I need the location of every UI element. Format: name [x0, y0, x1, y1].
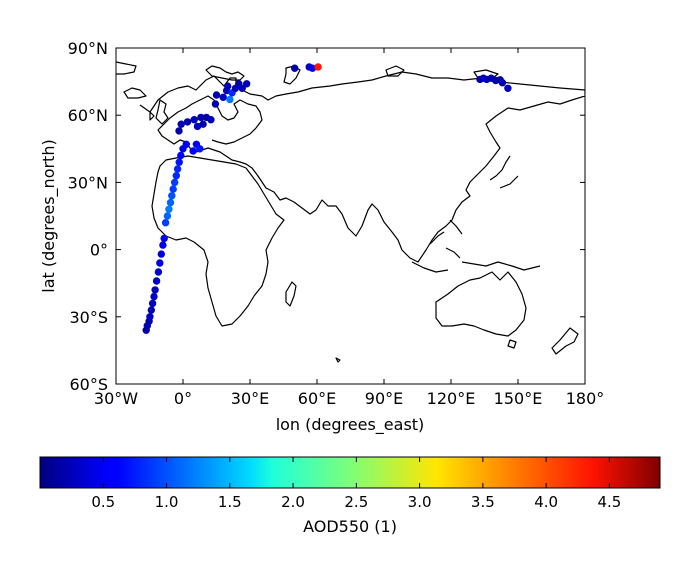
scatter-point [169, 185, 177, 193]
scatter-point [291, 64, 299, 72]
colorbar-tick-label: 3.5 [471, 493, 495, 511]
y-tick-label: 30°S [69, 308, 108, 327]
coastline-tasmania [507, 339, 517, 349]
scatter-point [177, 120, 185, 128]
scatter-point [147, 306, 156, 314]
x-tick-label: 30°E [231, 389, 269, 408]
scatter-point [152, 277, 161, 285]
scatter-point [148, 299, 157, 308]
y-tick-label: 90°N [68, 39, 108, 58]
scatter-point [219, 93, 227, 102]
scatter-point [172, 172, 181, 180]
scatter-point [161, 219, 170, 227]
scatter-point [190, 115, 198, 124]
colorbar-label: AOD550 (1) [303, 517, 397, 536]
y-axis-label: lat (degrees_north) [39, 139, 59, 292]
y-tick-label: 0° [90, 241, 108, 260]
coastline-indonesia [411, 219, 541, 273]
scatter-point [207, 115, 215, 124]
scatter-point [224, 82, 232, 90]
x-tick-label: 30°W [94, 389, 138, 408]
coastline-iceland [123, 87, 147, 99]
x-tick-label: 120°E [427, 389, 476, 408]
plot-area [116, 48, 585, 384]
x-tick-label: 0° [174, 389, 192, 408]
scatter-point [163, 212, 172, 220]
scatter-point [504, 84, 512, 93]
scatter-point [156, 259, 164, 267]
scatter-point [173, 165, 182, 173]
coastline-svalbard [205, 65, 245, 81]
coastline-madagascar [285, 281, 297, 307]
scatter-point [150, 292, 158, 301]
scatter-point [189, 147, 197, 155]
scatter-point [211, 100, 220, 108]
x-tick-label: 60°E [298, 389, 336, 408]
scatter-point [243, 80, 251, 88]
colorbar-tick-label: 2.0 [281, 493, 305, 511]
scatter-point [175, 127, 183, 135]
scatter-point [314, 63, 322, 71]
coastline-greenland [116, 61, 137, 75]
plot-frame [115, 47, 586, 385]
coastline-japan [489, 155, 519, 189]
y-tick-label: 60°S [69, 375, 108, 394]
x-tick-label: 180° [566, 389, 605, 408]
scatter-point [498, 78, 507, 87]
scatter-point [183, 118, 192, 126]
x-axis-label: lon (degrees_east) [276, 415, 425, 435]
scatter-point [199, 120, 207, 128]
scatter-point [151, 286, 159, 294]
scatter-point [177, 151, 185, 160]
scatter-point [168, 192, 176, 200]
scatter-point [160, 234, 168, 243]
colorbar-tick-label: 4.0 [534, 493, 558, 511]
x-tick-label: 90°E [365, 389, 403, 408]
x-axis-ticks: 30°W 0° 30°E 60°E 90°E 120°E 150°E 180° [94, 48, 604, 408]
coastline-new-zealand [551, 327, 579, 355]
scatter-point [182, 140, 191, 149]
coastline-europe-asia [139, 71, 585, 263]
colorbar [39, 456, 661, 489]
scatter-point [238, 84, 246, 93]
scatter-point [165, 205, 173, 214]
scatter-point [159, 241, 167, 249]
coastline-sri-lanka [335, 357, 341, 363]
colorbar-tick-label: 2.5 [344, 493, 368, 511]
scatter-point [171, 178, 179, 187]
colorbar-tick-label: 1.0 [155, 493, 179, 511]
coastline-australia [435, 271, 527, 337]
scatter-point [226, 95, 234, 104]
y-tick-label: 60°N [68, 106, 108, 125]
scatter-point [175, 158, 183, 166]
scatter-point [166, 198, 175, 207]
scatter-point [154, 268, 163, 276]
coastline-britain [149, 99, 169, 125]
colorbar-tick-label: 0.5 [91, 493, 115, 511]
y-tick-label: 30°N [68, 173, 108, 192]
colorbar-ticks: 0.5 1.0 1.5 2.0 2.5 3.0 3.5 4.0 4.5 [91, 457, 621, 511]
x-tick-label: 150°E [494, 389, 543, 408]
scatter-points [142, 63, 512, 334]
colorbar-tick-label: 1.5 [218, 493, 242, 511]
colorbar-tick-label: 3.0 [408, 493, 432, 511]
y-axis-ticks: 90°N 60°N 30°N 0° 30°S 60°S [68, 39, 585, 394]
scatter-point [196, 145, 204, 153]
scatter-point [157, 250, 166, 258]
scatter-point [212, 91, 221, 99]
colorbar-tick-label: 4.5 [597, 493, 621, 511]
scatter-point [146, 313, 154, 321]
